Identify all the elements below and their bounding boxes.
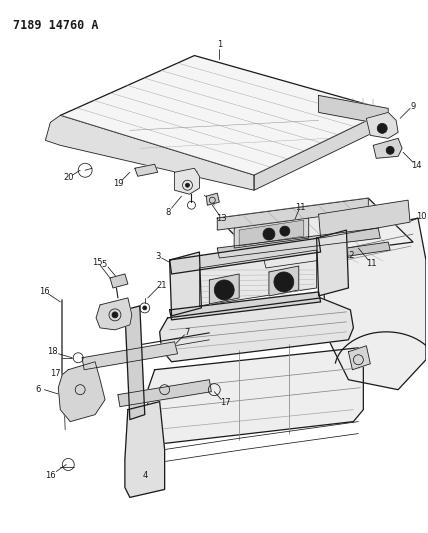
Polygon shape [217,228,380,258]
Polygon shape [348,346,370,370]
Circle shape [143,306,147,310]
Circle shape [218,284,230,296]
Circle shape [386,147,394,154]
Polygon shape [118,379,211,407]
Polygon shape [148,348,363,445]
Polygon shape [169,238,321,274]
Polygon shape [82,342,178,370]
Polygon shape [58,362,105,422]
Polygon shape [217,198,369,230]
Polygon shape [318,95,388,125]
Polygon shape [373,139,402,158]
Polygon shape [199,250,317,306]
Polygon shape [110,274,128,288]
Text: 15: 15 [92,257,102,266]
Text: 17: 17 [220,398,231,407]
Text: 3: 3 [155,252,160,261]
Polygon shape [45,116,254,190]
Text: 1: 1 [217,40,222,49]
Polygon shape [169,292,321,320]
Polygon shape [125,402,165,497]
Polygon shape [318,200,410,238]
Circle shape [278,276,290,288]
Text: 6: 6 [36,385,41,394]
Polygon shape [175,168,199,194]
Text: 16: 16 [45,471,56,480]
Text: 8: 8 [165,208,170,216]
Text: 21: 21 [156,281,167,290]
Polygon shape [324,218,426,390]
Circle shape [280,226,290,236]
Polygon shape [206,193,219,205]
Circle shape [112,312,118,318]
Polygon shape [160,298,354,362]
Text: 7189 14760 A: 7189 14760 A [12,19,98,31]
Circle shape [263,228,275,240]
Circle shape [214,280,234,300]
Text: 19: 19 [113,179,123,188]
Polygon shape [239,220,304,246]
Text: 2: 2 [254,231,260,240]
Circle shape [185,183,190,187]
Circle shape [380,126,384,131]
Polygon shape [125,306,145,419]
Text: 14: 14 [411,161,421,170]
Text: 9: 9 [410,102,416,111]
Text: 11: 11 [366,259,377,268]
Polygon shape [169,252,202,316]
Text: 4: 4 [142,471,147,480]
Text: 7: 7 [185,328,190,337]
Text: 17: 17 [50,369,61,378]
Text: 13: 13 [216,214,226,223]
Circle shape [377,123,387,133]
Text: 11: 11 [295,203,306,212]
Polygon shape [217,198,413,262]
Text: 12: 12 [344,251,355,260]
Text: 20: 20 [63,173,74,182]
Polygon shape [317,230,348,296]
Circle shape [274,272,294,292]
Polygon shape [234,218,309,248]
Text: 18: 18 [47,348,58,356]
Polygon shape [264,242,390,268]
Text: 16: 16 [39,287,50,296]
Polygon shape [60,55,388,175]
Polygon shape [209,274,239,304]
Polygon shape [254,110,388,190]
Polygon shape [96,298,132,330]
Text: 10: 10 [416,212,426,221]
Polygon shape [135,164,158,176]
Polygon shape [269,266,299,296]
Polygon shape [366,112,398,139]
Text: 5: 5 [101,260,107,269]
